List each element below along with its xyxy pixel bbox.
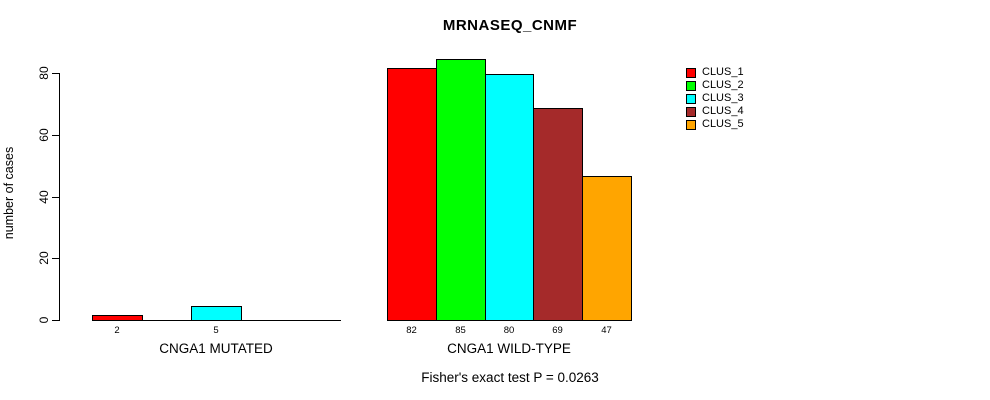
y-tick-label: 20 xyxy=(37,251,51,265)
legend-label: CLUS_2 xyxy=(702,79,744,91)
bar-clus-5 xyxy=(582,176,632,321)
bar-clus-1 xyxy=(387,68,437,321)
legend-label: CLUS_5 xyxy=(702,118,744,130)
legend-item-clus-5: CLUS_5 xyxy=(686,118,744,131)
bar-value-label: 5 xyxy=(213,325,219,336)
chart-title: MRNASEQ_CNMF xyxy=(442,17,578,34)
legend-label: CLUS_1 xyxy=(702,66,744,78)
legend: CLUS_1 CLUS_2 CLUS_3 CLUS_4 CLUS_5 xyxy=(686,66,744,131)
y-axis-tick xyxy=(52,135,60,136)
bar-value-label: 69 xyxy=(552,325,563,336)
bar-value-label: 82 xyxy=(406,325,417,336)
bar-value-label: 85 xyxy=(455,325,466,336)
category-label: CNGA1 WILD-TYPE xyxy=(447,341,571,356)
y-tick-label: 40 xyxy=(37,190,51,204)
legend-label: CLUS_3 xyxy=(702,92,744,104)
bar-zero-clus-5 xyxy=(290,320,341,321)
legend-swatch-icon xyxy=(686,119,696,130)
legend-swatch-icon xyxy=(686,80,696,91)
legend-swatch-icon xyxy=(686,67,696,78)
bar-zero-clus-2 xyxy=(142,320,192,321)
y-axis-tick xyxy=(52,258,60,259)
bar-zero-clus-4 xyxy=(241,320,291,321)
bar-value-label: 2 xyxy=(114,325,120,336)
legend-item-clus-3: CLUS_3 xyxy=(686,92,744,105)
y-axis-tick xyxy=(52,320,60,321)
bar-clus-3 xyxy=(485,74,534,321)
bar-clus-4 xyxy=(533,108,583,321)
bar-clus-3 xyxy=(191,306,242,321)
y-axis-tick xyxy=(52,197,60,198)
legend-swatch-icon xyxy=(686,93,696,104)
bar-value-label: 47 xyxy=(601,325,612,336)
bar-clus-1 xyxy=(92,315,143,321)
annotation-pvalue: Fisher's exact test P = 0.0263 xyxy=(421,370,599,385)
legend-item-clus-4: CLUS_4 xyxy=(686,105,744,118)
y-tick-label: 0 xyxy=(37,316,51,324)
legend-swatch-icon xyxy=(686,106,696,117)
bar-value-label: 80 xyxy=(503,325,515,336)
y-axis-label: number of cases xyxy=(2,146,16,240)
legend-item-clus-1: CLUS_1 xyxy=(686,66,744,79)
category-label: CNGA1 MUTATED xyxy=(159,341,273,356)
y-tick-label: 60 xyxy=(37,128,51,142)
legend-item-clus-2: CLUS_2 xyxy=(686,79,744,92)
legend-label: CLUS_4 xyxy=(702,105,744,117)
y-tick-label: 80 xyxy=(37,66,51,80)
y-axis-tick xyxy=(52,73,60,74)
bar-clus-2 xyxy=(436,59,486,321)
